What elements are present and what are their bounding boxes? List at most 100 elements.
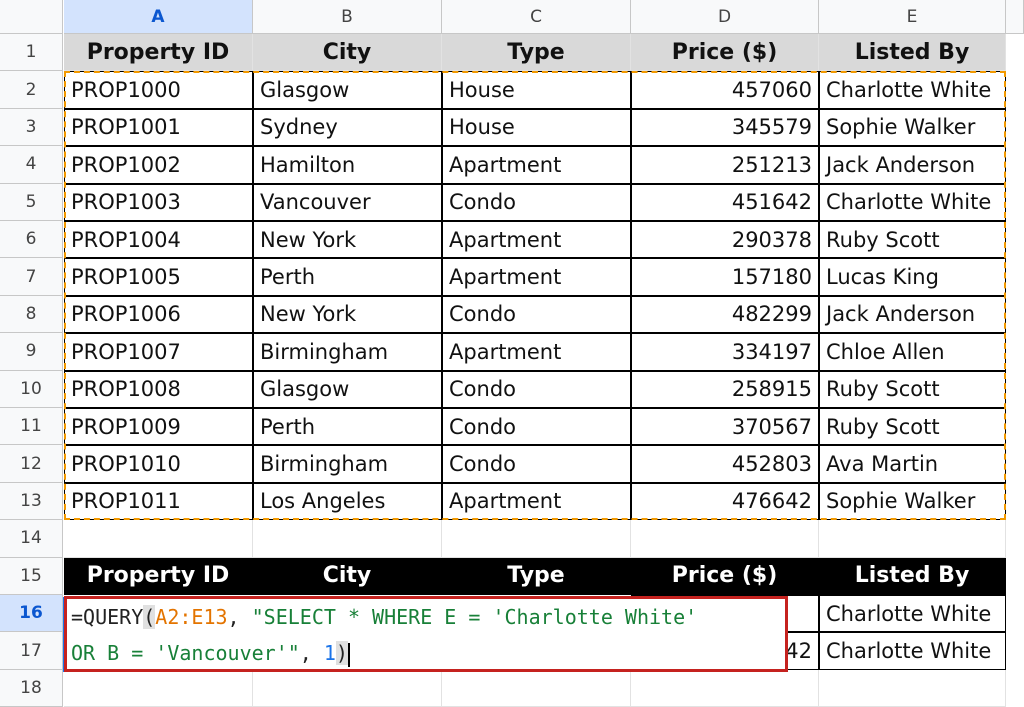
result-listed-by-cell[interactable]: Charlotte White [819,595,1006,633]
table-cell[interactable]: Apartment [442,146,631,184]
table-cell[interactable]: 251213 [631,146,819,184]
table-cell[interactable]: Sydney [253,108,442,147]
table-cell[interactable]: Apartment [442,333,631,371]
table-cell[interactable]: 457060 [631,71,819,109]
table-cell[interactable]: PROP1007 [64,333,253,371]
table-cell[interactable]: Sophie Walker [819,482,1006,521]
table-cell[interactable]: Birmingham [253,445,442,483]
table-cell[interactable]: Jack Anderson [819,146,1006,184]
table-cell[interactable]: Glasgow [253,370,442,408]
table-cell[interactable]: Ruby Scott [819,221,1006,259]
table-cell[interactable]: PROP1010 [64,445,253,483]
table-cell[interactable]: PROP1006 [64,295,253,334]
empty-cell[interactable] [64,520,253,558]
empty-cell[interactable] [442,669,631,707]
table-cell[interactable]: PROP1003 [64,183,253,221]
table-cell[interactable]: PROP1002 [64,146,253,184]
table-cell[interactable]: 258915 [631,370,819,408]
table-cell[interactable]: Los Angeles [253,482,442,521]
table-header-cell[interactable]: Listed By [819,34,1006,72]
row-header-13[interactable]: 13 [0,482,63,521]
row-header-2[interactable]: 2 [0,71,63,109]
table-cell[interactable]: New York [253,295,442,334]
table-header-cell[interactable]: Property ID [64,34,253,72]
table-cell[interactable]: 482299 [631,295,819,334]
empty-cell[interactable] [631,669,819,707]
column-header-c[interactable]: C [442,0,631,34]
row-header-5[interactable]: 5 [0,183,63,221]
row-header-7[interactable]: 7 [0,258,63,296]
table-cell[interactable]: 334197 [631,333,819,371]
result-listed-by-cell[interactable]: Charlotte White [819,632,1006,670]
row-header-14[interactable]: 14 [0,520,63,558]
row-header-10[interactable]: 10 [0,370,63,408]
empty-cell[interactable] [819,669,1006,707]
table-cell[interactable]: PROP1008 [64,370,253,408]
table-cell[interactable]: 451642 [631,183,819,221]
table-cell[interactable]: Ava Martin [819,445,1006,483]
table-cell[interactable]: Jack Anderson [819,295,1006,334]
column-header-b[interactable]: B [253,0,442,34]
table-cell[interactable]: 476642 [631,482,819,521]
table-cell[interactable]: Condo [442,445,631,483]
column-header-a[interactable]: A [64,0,253,34]
table-cell[interactable]: Ruby Scott [819,370,1006,408]
table-cell[interactable]: Charlotte White [819,71,1006,109]
table-cell[interactable]: House [442,108,631,147]
table-cell[interactable]: 157180 [631,258,819,296]
empty-cell[interactable] [253,520,442,558]
table-cell[interactable]: New York [253,221,442,259]
table-cell[interactable]: House [442,71,631,109]
result-header-cell[interactable]: Price ($) [631,557,819,595]
table-header-cell[interactable]: Price ($) [631,34,819,72]
row-header-17[interactable]: 17 [0,632,63,670]
empty-cell[interactable] [631,520,819,558]
select-all-corner[interactable] [0,0,63,34]
result-header-cell[interactable]: Type [442,557,631,595]
table-cell[interactable]: Glasgow [253,71,442,109]
table-cell[interactable]: Apartment [442,482,631,521]
table-cell[interactable]: Perth [253,258,442,296]
empty-cell[interactable] [819,520,1006,558]
table-cell[interactable]: Birmingham [253,333,442,371]
table-cell[interactable]: Apartment [442,221,631,259]
empty-cell[interactable] [253,669,442,707]
row-header-11[interactable]: 11 [0,408,63,446]
table-cell[interactable]: PROP1011 [64,482,253,521]
row-header-15[interactable]: 15 [0,557,63,595]
row-header-4[interactable]: 4 [0,146,63,184]
table-cell[interactable]: Hamilton [253,146,442,184]
table-cell[interactable]: Condo [442,408,631,446]
row-header-12[interactable]: 12 [0,445,63,483]
table-cell[interactable]: 370567 [631,408,819,446]
row-header-1[interactable]: 1 [0,34,63,72]
table-cell[interactable]: PROP1004 [64,221,253,259]
table-cell[interactable]: Chloe Allen [819,333,1006,371]
table-header-cell[interactable]: City [253,34,442,72]
table-cell[interactable]: Vancouver [253,183,442,221]
column-header-e[interactable]: E [819,0,1006,34]
table-cell[interactable]: Charlotte White [819,183,1006,221]
table-cell[interactable]: PROP1001 [64,108,253,147]
table-cell[interactable]: PROP1000 [64,71,253,109]
table-cell[interactable]: Sophie Walker [819,108,1006,147]
table-header-cell[interactable]: Type [442,34,631,72]
table-cell[interactable]: Apartment [442,258,631,296]
empty-cell[interactable] [64,669,253,707]
row-header-18[interactable]: 18 [0,669,63,707]
row-header-6[interactable]: 6 [0,221,63,259]
row-header-16[interactable]: 16 [0,595,63,633]
row-header-8[interactable]: 8 [0,295,63,334]
result-header-cell[interactable]: Property ID [64,557,253,595]
table-cell[interactable]: PROP1009 [64,408,253,446]
row-header-9[interactable]: 9 [0,333,63,371]
table-cell[interactable]: Perth [253,408,442,446]
table-cell[interactable]: Ruby Scott [819,408,1006,446]
result-header-cell[interactable]: City [253,557,442,595]
empty-cell[interactable] [442,520,631,558]
table-cell[interactable]: 290378 [631,221,819,259]
table-cell[interactable]: Lucas King [819,258,1006,296]
table-cell[interactable]: Condo [442,295,631,334]
table-cell[interactable]: Condo [442,183,631,221]
